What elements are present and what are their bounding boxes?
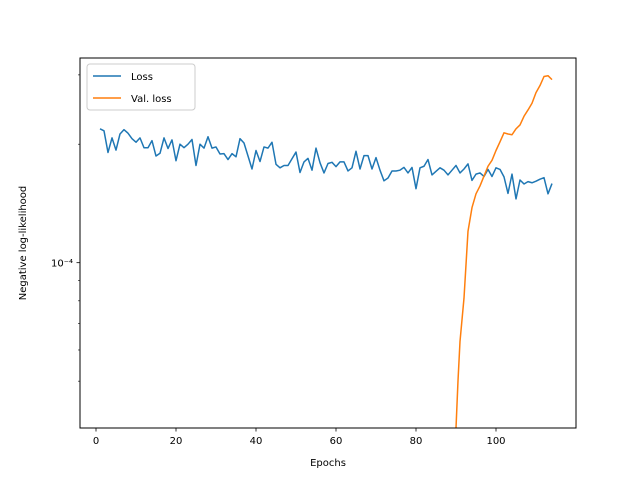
plot-frame xyxy=(79,57,577,429)
x-tick-label: 100 xyxy=(486,436,505,447)
ticks-layer: 0 20 40 60 80 100 10⁻⁴ xyxy=(51,74,506,447)
x-tick-label: 20 xyxy=(170,436,183,447)
series-line-val-loss xyxy=(455,74,553,428)
legend-label-val-loss: Val. loss xyxy=(131,94,172,105)
legend: Loss Val. loss xyxy=(86,63,196,111)
x-tick-label: 60 xyxy=(330,436,343,447)
y-axis-label: Negative log-likelihood xyxy=(18,186,29,301)
x-tick-label: 0 xyxy=(93,436,99,447)
x-axis-label: Epochs xyxy=(310,458,346,469)
series-layer xyxy=(99,74,553,428)
series-line-loss xyxy=(99,128,553,200)
x-tick-label: 80 xyxy=(410,436,423,447)
x-tick-label: 40 xyxy=(250,436,263,447)
y-tick-label: 10⁻⁴ xyxy=(51,259,73,270)
plot-background xyxy=(80,58,576,428)
legend-label-loss: Loss xyxy=(131,72,153,83)
